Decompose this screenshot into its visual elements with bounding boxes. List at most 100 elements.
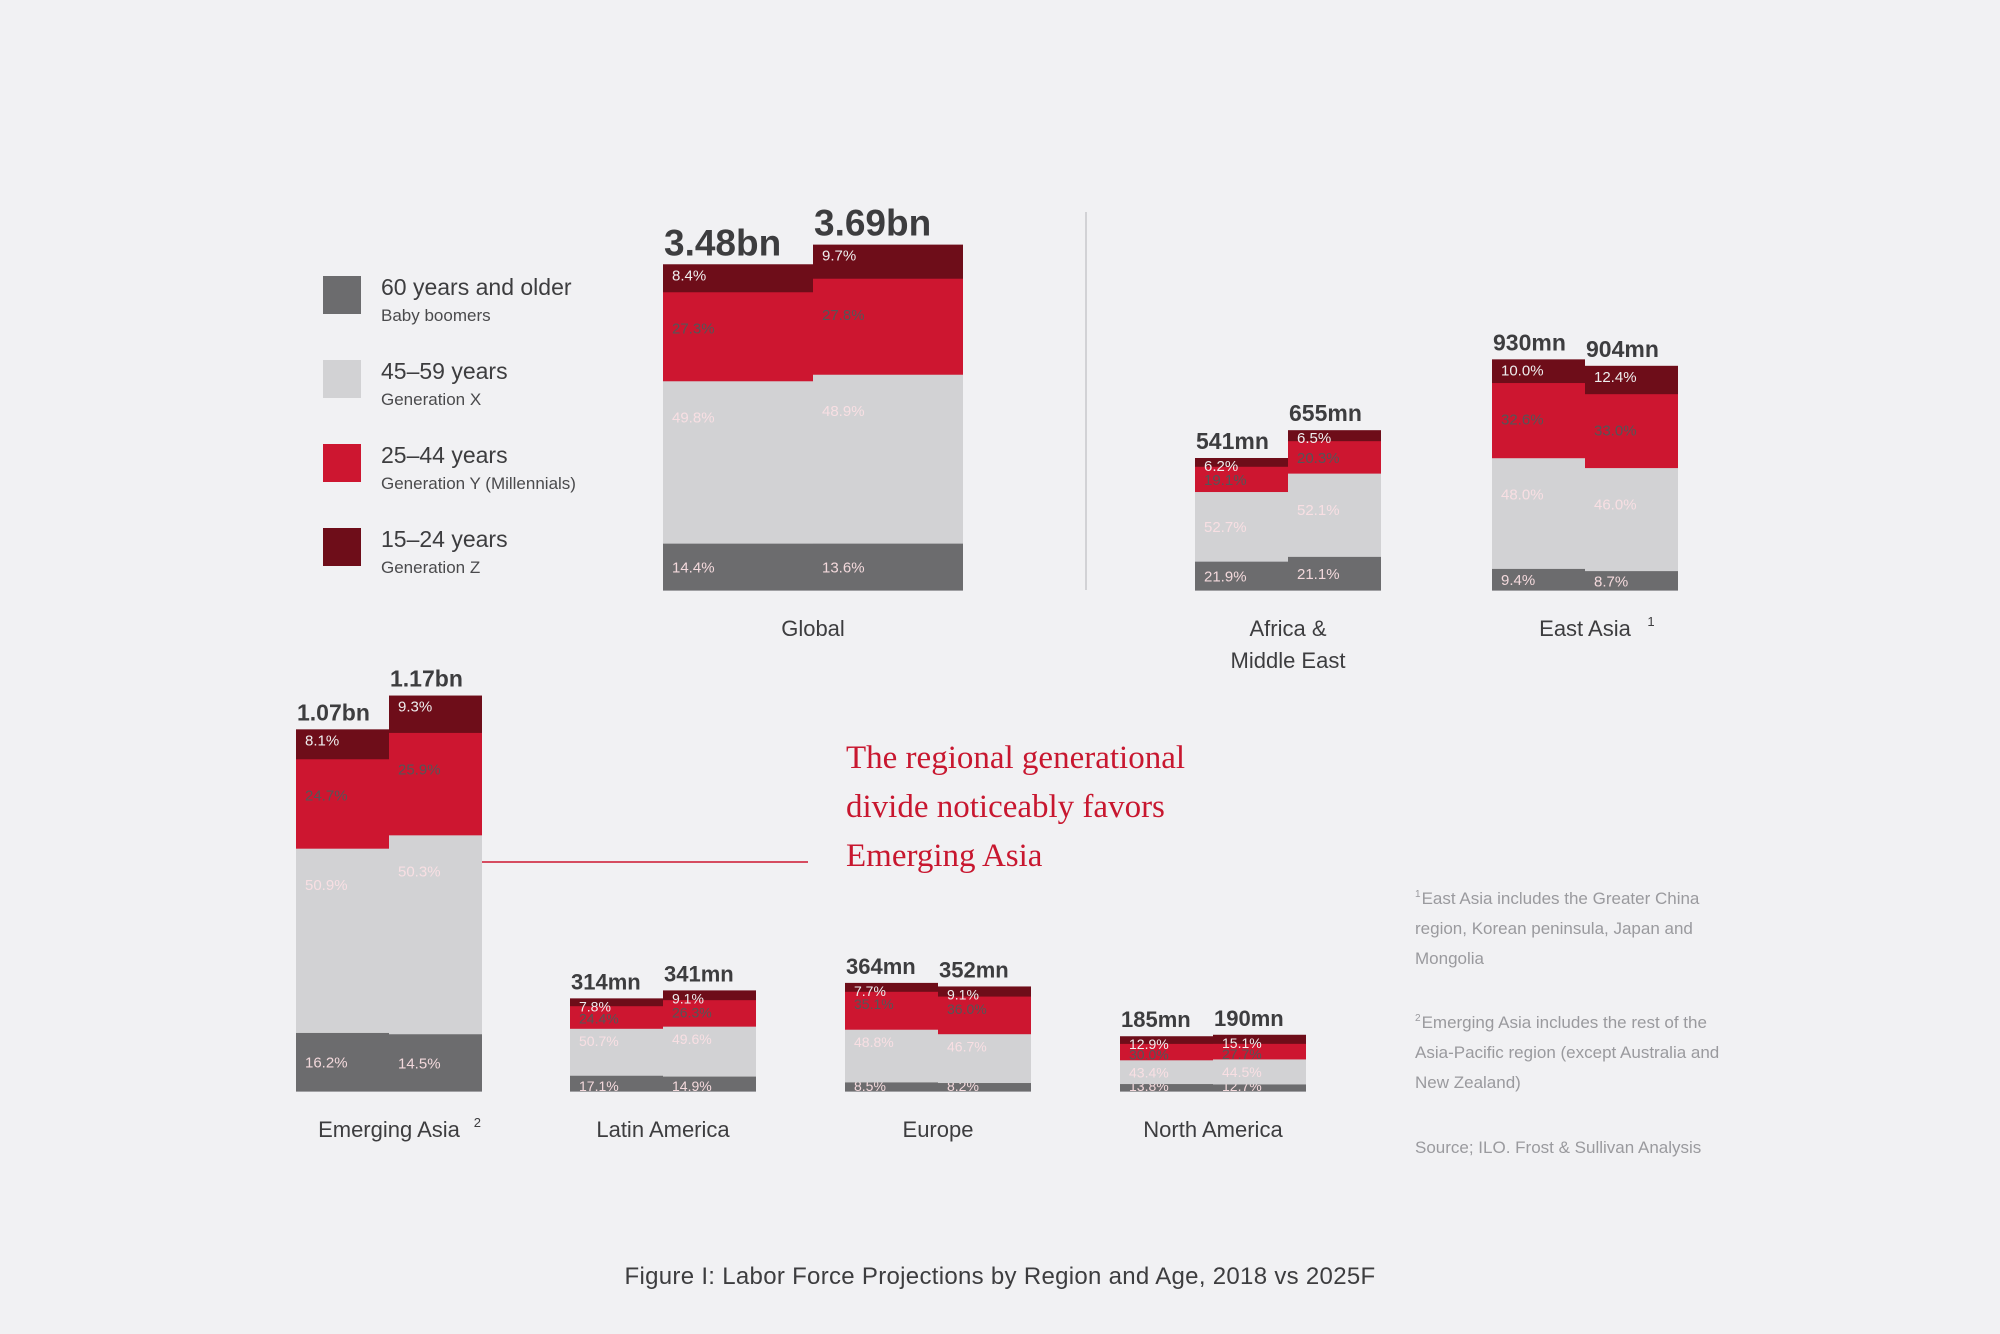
segment-value-label: 8.4% <box>672 267 706 284</box>
bar-segment-gen-y <box>570 1028 663 1076</box>
legend-sublabel: Generation Z <box>381 558 481 577</box>
bar-segment-gen-z <box>1213 1083 1306 1092</box>
legend-sublabel: Generation X <box>381 390 482 409</box>
bar-segment-gen-y <box>663 1026 756 1077</box>
segment-value-label: 17.1% <box>579 1078 619 1094</box>
bar-total-label: 930mn <box>1493 329 1566 355</box>
footnote-east-asia: 1East Asia includes the Greater China re… <box>1415 880 1745 974</box>
segment-value-label: 48.9% <box>822 403 865 420</box>
bar-segment-gen-x <box>1585 393 1678 469</box>
segment-value-label: 9.1% <box>672 990 704 1006</box>
bar-segment-gen-z <box>570 1075 663 1092</box>
segment-value-label: 24.7% <box>305 788 348 805</box>
bar-total-label: 1.17bn <box>390 666 463 692</box>
legend-swatch-15-24 <box>323 528 361 566</box>
legend-label: 15–24 years <box>381 526 508 552</box>
bar-segment-boomers <box>938 986 1031 997</box>
bar-segment-gen-x <box>1213 1043 1306 1060</box>
bar-segment-gen-x <box>845 991 938 1030</box>
bar-segment-boomers <box>296 729 389 760</box>
segment-value-label: 49.6% <box>672 1031 712 1047</box>
segment-value-label: 14.5% <box>398 1055 441 1072</box>
legend-swatch-45-59 <box>323 360 361 398</box>
bar-segment-gen-z <box>813 543 963 591</box>
bar-total-label: 3.69bn <box>814 203 931 244</box>
bar-total-label: 1.07bn <box>297 699 370 725</box>
segment-value-label: 32.6% <box>1501 411 1544 428</box>
bar-total-label: 341mn <box>664 961 734 986</box>
bar-segment-gen-x <box>296 758 389 849</box>
segment-value-label: 7.7% <box>854 983 886 999</box>
bar-segment-gen-x <box>570 1005 663 1029</box>
bar-segment-gen-y <box>1195 491 1288 562</box>
bar-segment-gen-z <box>1492 568 1585 591</box>
legend-swatch-25-44 <box>323 444 361 482</box>
bar-segment-gen-x <box>663 291 813 382</box>
segment-value-label: 25.9% <box>398 761 441 778</box>
bar-segment-gen-x <box>1492 382 1585 459</box>
legend-label: 60 years and older <box>381 274 572 300</box>
legend-swatch-60-plus <box>323 276 361 314</box>
segment-value-label: 27.8% <box>822 307 865 324</box>
segment-value-label: 46.7% <box>947 1039 987 1055</box>
bar-segment-gen-y <box>1585 467 1678 572</box>
bar-segment-boomers <box>1288 430 1381 442</box>
bar-segment-gen-z <box>1585 570 1678 591</box>
segment-value-label: 46.0% <box>1594 496 1637 513</box>
bar-segment-boomers <box>1492 359 1585 384</box>
bar-segment-gen-z <box>1288 556 1381 591</box>
region-label: North America <box>1143 1117 1283 1142</box>
region-footnote-ref: 2 <box>474 1115 481 1130</box>
bar-total-label: 352mn <box>939 957 1009 982</box>
segment-value-label: 8.1% <box>305 732 339 749</box>
segment-value-label: 6.2% <box>1204 458 1238 475</box>
bar-segment-gen-z <box>1120 1083 1213 1092</box>
region-footnote-ref: 1 <box>1647 614 1654 629</box>
bar-segment-boomers <box>389 695 482 733</box>
bar-segment-gen-z <box>938 1082 1031 1092</box>
footnote-mark: 2 <box>1415 1013 1421 1024</box>
segment-value-label: 19.1% <box>1204 472 1247 489</box>
bar-segment-gen-y <box>1213 1058 1306 1085</box>
legend-label: 45–59 years <box>381 358 508 384</box>
bar-total-label: 314mn <box>571 969 641 994</box>
legend-sublabel: Generation Y (Millennials) <box>381 474 576 493</box>
segment-value-label: 50.9% <box>305 877 348 894</box>
source-note: Source; ILO. Frost & Sullivan Analysis <box>1415 1138 1702 1157</box>
segment-value-label: 30.0% <box>1129 1047 1169 1063</box>
bar-segment-gen-z <box>296 1032 389 1092</box>
segment-value-label: 7.8% <box>579 998 611 1014</box>
region-label: Latin America <box>596 1117 730 1142</box>
legend-item-25-44: 25–44 years Generation Y (Millennials) <box>323 442 683 504</box>
segment-value-label: 35.1% <box>854 996 894 1012</box>
segment-value-label: 20.3% <box>1297 450 1340 467</box>
segment-value-label: 48.8% <box>854 1034 894 1050</box>
bar-segment-boomers <box>845 982 938 992</box>
segment-value-label: 9.7% <box>822 248 856 265</box>
legend-item-15-24: 15–24 years Generation Z <box>323 526 683 588</box>
bar-total-label: 3.48bn <box>664 222 781 263</box>
bar-segment-boomers <box>663 264 813 293</box>
bar-segment-gen-y <box>813 374 963 544</box>
region-label: Emerging Asia <box>318 1117 461 1142</box>
bar-segment-boomers <box>1585 365 1678 395</box>
segment-value-label: 14.4% <box>672 560 715 577</box>
bar-total-label: 904mn <box>1586 336 1659 362</box>
bar-total-label: 185mn <box>1121 1007 1191 1032</box>
bar-segment-boomers <box>663 990 756 1001</box>
bar-total-label: 190mn <box>1214 1006 1284 1031</box>
legend-label: 25–44 years <box>381 442 508 468</box>
segment-value-label: 14.9% <box>672 1078 712 1094</box>
segment-value-label: 27.7% <box>1222 1046 1262 1062</box>
region-label: East Asia <box>1539 616 1631 641</box>
callout-line: Emerging Asia <box>846 838 1043 874</box>
bar-segment-gen-z <box>663 1075 756 1092</box>
region-label: Middle East <box>1231 648 1346 673</box>
legend-sublabel: Baby boomers <box>381 306 491 325</box>
segment-value-label: 16.2% <box>305 1055 348 1072</box>
bar-segment-boomers <box>813 244 963 279</box>
footnote-mark: 1 <box>1415 889 1421 900</box>
bar-segment-gen-z <box>845 1081 938 1092</box>
segment-value-label: 52.7% <box>1204 519 1247 536</box>
